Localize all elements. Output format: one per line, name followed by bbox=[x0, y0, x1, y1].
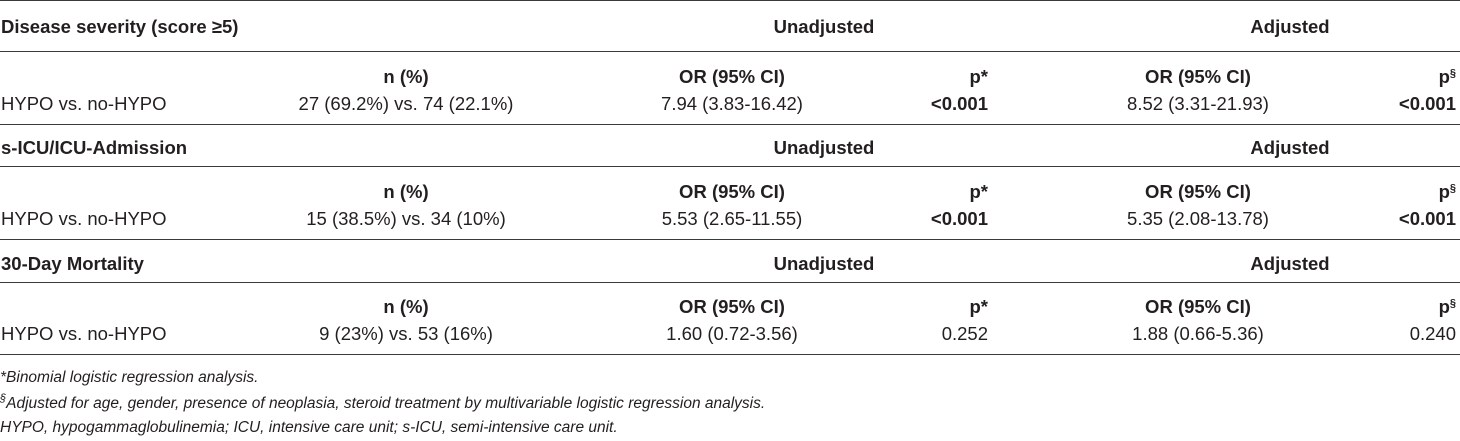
unadjusted-label: Unadjusted bbox=[773, 137, 875, 158]
or-unadjusted-value: 5.53 (2.65-11.55) bbox=[661, 208, 803, 229]
or-adjusted-value: 1.88 (0.66-5.36) bbox=[1132, 323, 1264, 344]
adjusted-label: Adjusted bbox=[1250, 137, 1330, 158]
n-value: 27 (69.2%) vs. 74 (22.1%) bbox=[298, 93, 514, 114]
table-bottom-rule bbox=[0, 354, 1460, 355]
or-unadjusted-value: 1.60 (0.72-3.56) bbox=[666, 323, 798, 344]
unadjusted-label: Unadjusted bbox=[773, 16, 875, 37]
section-title: Disease severity (score ≥5) bbox=[1, 16, 239, 37]
footnote-star: *Binomial logistic regression analysis. bbox=[0, 369, 259, 386]
comparison-label: HYPO vs. no-HYPO bbox=[1, 323, 167, 344]
unadjusted-label: Unadjusted bbox=[773, 253, 875, 274]
or-unadjusted-header: OR (95% CI) bbox=[679, 66, 785, 87]
or-unadjusted-header: OR (95% CI) bbox=[679, 296, 785, 317]
n-header: n (%) bbox=[383, 296, 429, 317]
section-rule bbox=[0, 239, 1460, 240]
section-title: 30-Day Mortality bbox=[1, 253, 144, 274]
n-value: 15 (38.5%) vs. 34 (10%) bbox=[306, 208, 506, 229]
footnote-abbreviations: HYPO, hypogammaglobulinemia; ICU, intens… bbox=[0, 419, 618, 436]
or-unadjusted-header: OR (95% CI) bbox=[679, 181, 785, 202]
section-rule bbox=[0, 166, 1460, 167]
n-header: n (%) bbox=[383, 66, 429, 87]
p-adjusted-header: p§ bbox=[1438, 296, 1456, 317]
or-unadjusted-value: 7.94 (3.83-16.42) bbox=[661, 93, 803, 114]
p-unadjusted-header: p* bbox=[969, 296, 989, 317]
section-rule bbox=[0, 282, 1460, 283]
section-rule bbox=[0, 51, 1460, 52]
p-unadjusted-value: <0.001 bbox=[930, 93, 988, 114]
p-unadjusted-header: p* bbox=[969, 181, 989, 202]
table-top-rule bbox=[0, 0, 1460, 1]
n-header: n (%) bbox=[383, 181, 429, 202]
footnote-adjusted: §Adjusted for age, gender, presence of n… bbox=[0, 392, 766, 412]
comparison-label: HYPO vs. no-HYPO bbox=[1, 93, 167, 114]
adjusted-label: Adjusted bbox=[1250, 16, 1330, 37]
adjusted-label: Adjusted bbox=[1250, 253, 1330, 274]
p-adjusted-header: p§ bbox=[1438, 181, 1456, 202]
p-adjusted-value: <0.001 bbox=[1398, 208, 1456, 229]
or-adjusted-header: OR (95% CI) bbox=[1145, 66, 1251, 87]
p-adjusted-header: p§ bbox=[1438, 66, 1456, 87]
or-adjusted-value: 5.35 (2.08-13.78) bbox=[1127, 208, 1269, 229]
p-adjusted-value: <0.001 bbox=[1398, 93, 1456, 114]
or-adjusted-value: 8.52 (3.31-21.93) bbox=[1127, 93, 1269, 114]
or-adjusted-header: OR (95% CI) bbox=[1145, 296, 1251, 317]
p-unadjusted-value: <0.001 bbox=[930, 208, 988, 229]
p-unadjusted-value: 0.252 bbox=[941, 323, 988, 344]
comparison-label: HYPO vs. no-HYPO bbox=[1, 208, 167, 229]
or-adjusted-header: OR (95% CI) bbox=[1145, 181, 1251, 202]
n-value: 9 (23%) vs. 53 (16%) bbox=[319, 323, 493, 344]
p-unadjusted-header: p* bbox=[969, 66, 989, 87]
p-adjusted-value: 0.240 bbox=[1409, 323, 1456, 344]
section-title: s-ICU/ICU-Admission bbox=[1, 137, 188, 158]
section-rule bbox=[0, 124, 1460, 125]
